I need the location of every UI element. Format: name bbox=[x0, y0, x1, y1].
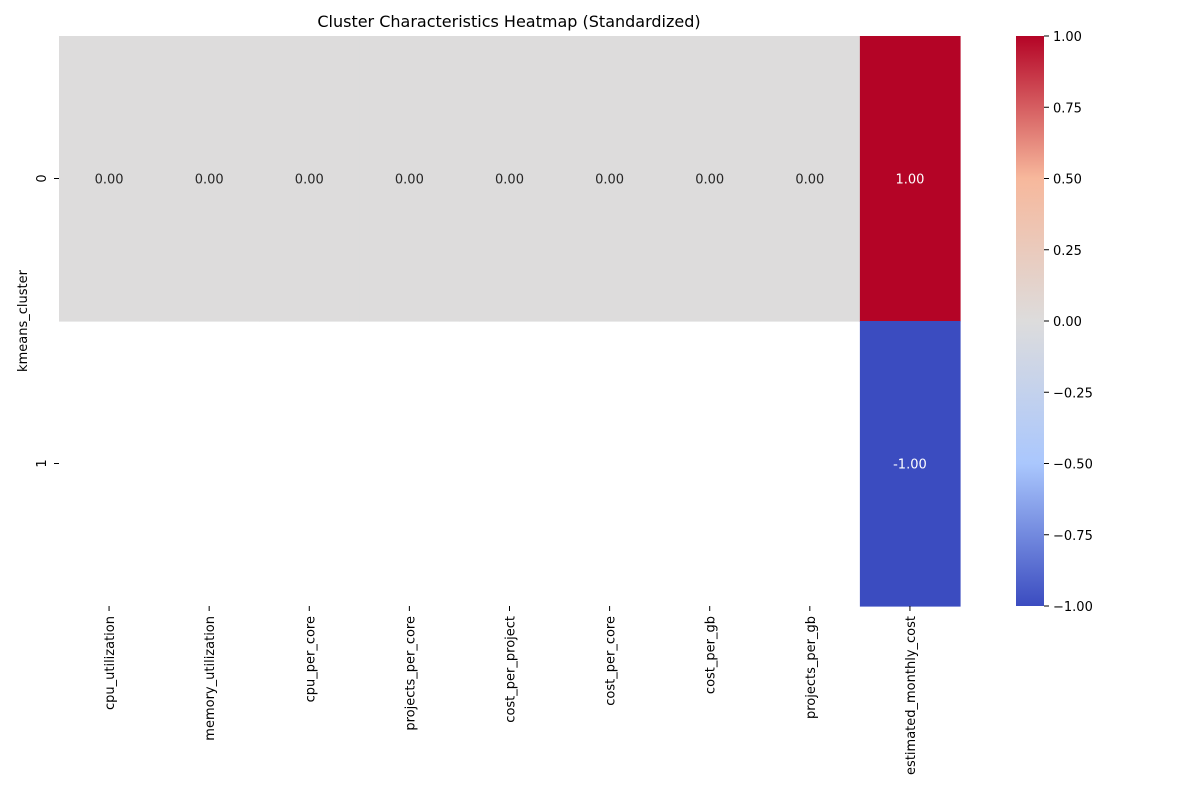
heatmap-cell bbox=[659, 36, 761, 322]
x-tick-label: cpu_utilization bbox=[103, 616, 118, 710]
cell-annotation: 0.00 bbox=[495, 173, 524, 188]
cell-annotation: 0.00 bbox=[195, 173, 224, 188]
colorbar-tick-label: −0.25 bbox=[1053, 386, 1093, 401]
colorbar-tick-label: −0.50 bbox=[1053, 458, 1093, 473]
heatmap-cell bbox=[559, 36, 661, 322]
x-tick-label: cpu_per_core bbox=[303, 616, 318, 702]
x-axis-ticks: cpu_utilization memory_utilization cpu_per… bbox=[103, 606, 919, 775]
y-tick-label: 0 bbox=[35, 174, 50, 182]
heatmap-cells bbox=[59, 36, 961, 607]
heatmap-cell bbox=[159, 36, 260, 322]
cell-annotation: -1.00 bbox=[893, 458, 927, 473]
cell-annotation: 0.00 bbox=[595, 173, 624, 188]
heatmap-cell bbox=[359, 36, 461, 322]
heatmap-cell bbox=[859, 36, 961, 322]
y-tick-label: 1 bbox=[35, 459, 50, 467]
heatmap-cell bbox=[259, 36, 360, 322]
x-tick-label: projects_per_core bbox=[403, 616, 418, 731]
colorbar-tick-label: −0.75 bbox=[1053, 529, 1093, 544]
x-tick-label: cost_per_core bbox=[604, 616, 619, 706]
y-axis-label: kmeans_cluster bbox=[16, 269, 31, 372]
heatmap-cell bbox=[459, 36, 561, 322]
heatmap-cell bbox=[859, 321, 961, 607]
heatmap-cell bbox=[759, 36, 861, 322]
heatmap-cell bbox=[59, 36, 160, 322]
x-tick-label: projects_per_gb bbox=[804, 616, 819, 719]
colorbar-tick-label: 0.00 bbox=[1053, 315, 1082, 330]
y-axis-ticks: 01 bbox=[35, 174, 59, 468]
x-tick-label: cost_per_gb bbox=[704, 616, 719, 694]
colorbar-ticks: 1.00 0.75 0.50 0.25 0.00 −0.25 −0.50 −0.75 −1.00 bbox=[1044, 30, 1093, 615]
cell-annotation: 0.00 bbox=[395, 173, 424, 188]
cell-annotation: 0.00 bbox=[295, 173, 324, 188]
colorbar bbox=[1016, 36, 1044, 606]
heatmap-annotations: 0.00 0.00 0.00 0.00 0.00 0.00 0.00 0.00 1.00 -1.0… bbox=[95, 173, 927, 473]
cell-annotation: 0.00 bbox=[95, 173, 124, 188]
x-tick-label: estimated_monthly_cost bbox=[904, 616, 919, 775]
colorbar-tick-label: 0.75 bbox=[1053, 101, 1082, 116]
cell-annotation: 1.00 bbox=[895, 173, 924, 188]
chart-title: Cluster Characteristics Heatmap (Standar… bbox=[317, 12, 700, 31]
colorbar-tick-label: 0.50 bbox=[1053, 173, 1082, 188]
x-tick-label: memory_utilization bbox=[203, 616, 218, 741]
cell-annotation: 0.00 bbox=[795, 173, 824, 188]
cell-annotation: 0.00 bbox=[695, 173, 724, 188]
colorbar-tick-label: −1.00 bbox=[1053, 600, 1093, 615]
colorbar-tick-label: 0.25 bbox=[1053, 244, 1082, 259]
colorbar-tick-label: 1.00 bbox=[1053, 30, 1082, 45]
x-tick-label: cost_per_project bbox=[504, 616, 519, 723]
